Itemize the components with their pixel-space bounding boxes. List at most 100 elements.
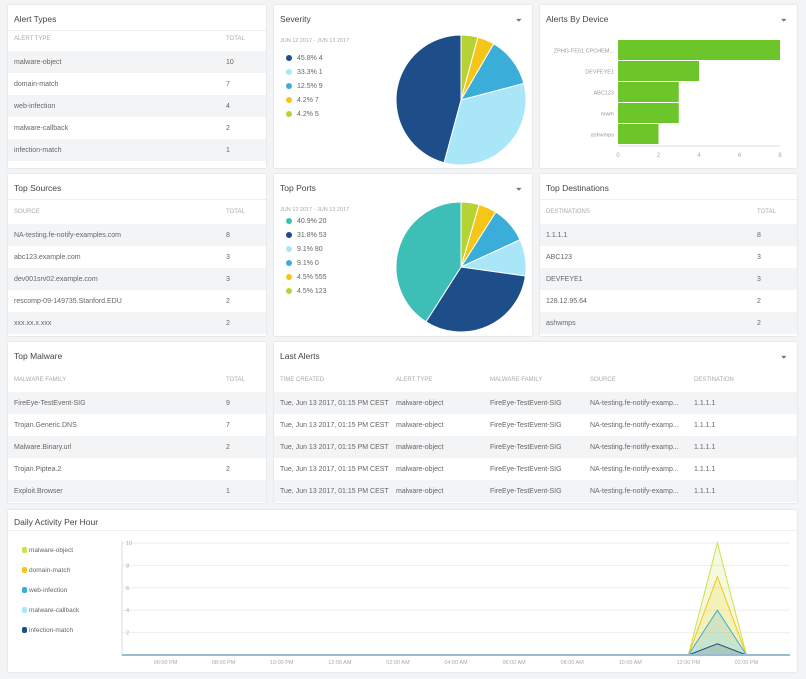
table-row[interactable]: abc123.example.com 3 — [8, 246, 266, 268]
table-cell: FireEye-TestEvent-SIG — [490, 421, 562, 429]
table-row[interactable]: Trojan.Piptea.2 2 — [8, 458, 266, 480]
legend-item[interactable]: 4.2% 5 — [286, 107, 323, 121]
legend-item[interactable]: 9.1% 80 — [286, 242, 327, 256]
pie-slice[interactable] — [395, 34, 462, 164]
legend-item[interactable]: 12.5% 9 — [286, 79, 323, 93]
table-row[interactable]: Tue, Jun 13 2017, 01:15 PM CEST malware-o… — [274, 392, 797, 414]
table-cell: 3 — [757, 275, 761, 283]
bar-label: mwm — [601, 112, 615, 118]
table-row[interactable]: malware-callback 2 — [8, 117, 266, 139]
bar[interactable] — [618, 61, 699, 81]
panel-title: Alerts By Device — [546, 14, 609, 24]
bar[interactable] — [618, 82, 679, 102]
table-row[interactable]: infection-match 1 — [8, 139, 266, 161]
table-row[interactable]: dev001srv02.example.com 3 — [8, 268, 266, 290]
column-header[interactable]: Malware Family — [14, 377, 67, 383]
table-cell: 128.12.95.64 — [546, 297, 587, 305]
table-cell: 8 — [757, 231, 761, 239]
table-row[interactable]: Tue, Jun 13 2017, 01:15 PM CEST malware-o… — [274, 436, 797, 458]
table-cell: ashwmps — [546, 319, 576, 327]
table-cell: NA-testing.fe-notify-examp... — [590, 465, 679, 473]
series-area — [122, 543, 790, 655]
column-header[interactable]: Destination — [694, 377, 734, 383]
column-header[interactable]: Malware Family — [490, 377, 543, 383]
legend-item[interactable]: 9.1% 0 — [286, 256, 327, 270]
table-cell: xxx.xx.x.xxx — [14, 319, 52, 327]
legend-item[interactable]: malware-object — [22, 540, 79, 560]
bar[interactable] — [618, 40, 780, 60]
legend-item[interactable]: infection-match — [22, 620, 79, 640]
table-cell: 8 — [226, 231, 230, 239]
table-cell: NA-testing.fe-notify-examp... — [590, 399, 679, 407]
legend-dot-icon — [286, 69, 292, 75]
table-row[interactable]: 1.1.1.1 8 — [540, 224, 797, 246]
table-row[interactable]: Tue, Jun 13 2017, 01:15 PM CEST malware-o… — [274, 480, 797, 502]
y-tick-label: 4 — [126, 608, 129, 614]
table-cell: dev001srv02.example.com — [14, 275, 98, 283]
column-header[interactable]: Total — [226, 377, 245, 383]
table-cell: malware-object — [396, 443, 444, 451]
legend-dot-icon — [286, 246, 292, 252]
table-cell: web-infection — [14, 102, 56, 110]
table-row[interactable]: Exploit.Browser 1 — [8, 480, 266, 502]
legend-item[interactable]: domain-match — [22, 560, 79, 580]
filter-icon[interactable]: ⏷ — [515, 16, 522, 25]
filter-icon[interactable]: ⏷ — [515, 185, 522, 194]
legend-item[interactable]: 31.8% 53 — [286, 228, 327, 242]
table-row[interactable]: 128.12.95.64 2 — [540, 290, 797, 312]
legend-item[interactable]: 4.5% 123 — [286, 284, 327, 298]
bar[interactable] — [618, 124, 659, 144]
legend-item[interactable]: 4.2% 7 — [286, 93, 323, 107]
table-row[interactable]: Malware.Binary.url 2 — [8, 436, 266, 458]
column-header[interactable]: Alert Type — [14, 36, 51, 42]
pie-slice[interactable] — [395, 201, 462, 323]
table-row[interactable]: Trojan.Generic.DNS 7 — [8, 414, 266, 436]
table-row[interactable]: xxx.xx.x.xxx 2 — [8, 312, 266, 334]
column-header[interactable]: Time Created — [280, 377, 325, 383]
legend-item[interactable]: 33.3% 1 — [286, 65, 323, 79]
legend-dot-icon — [286, 97, 292, 103]
legend-item[interactable]: web-infection — [22, 580, 79, 600]
legend-item[interactable]: 40.9% 20 — [286, 214, 327, 228]
column-header[interactable]: Total — [226, 36, 245, 42]
x-tick-label: 04:00 AM — [444, 660, 468, 666]
legend-dot-icon — [22, 627, 27, 633]
table-cell: 1.1.1.1 — [694, 465, 716, 473]
table-row[interactable]: rescomp-09-149735.Stanford.EDU 2 — [8, 290, 266, 312]
table-row[interactable]: ABC123 3 — [540, 246, 797, 268]
pie-slice[interactable] — [443, 82, 527, 166]
table-row[interactable]: domain-match 7 — [8, 73, 266, 95]
legend-dot-icon — [22, 547, 27, 553]
legend-item[interactable]: 45.8% 4 — [286, 51, 323, 65]
table-row[interactable]: Tue, Jun 13 2017, 01:15 PM CEST malware-o… — [274, 458, 797, 480]
column-header[interactable]: Total — [226, 209, 245, 215]
bar[interactable] — [618, 103, 679, 123]
legend-label: 40.9% 20 — [297, 217, 327, 225]
table-cell: 1.1.1.1 — [694, 399, 716, 407]
legend-item[interactable]: 4.5% 555 — [286, 270, 327, 284]
table-row[interactable]: NA-testing.fe-notify-examples.com 8 — [8, 224, 266, 246]
table-row[interactable]: web-infection 4 — [8, 95, 266, 117]
column-header[interactable]: Total — [757, 209, 776, 215]
legend-dot-icon — [286, 232, 292, 238]
table-cell: 3 — [757, 253, 761, 261]
series-line[interactable] — [122, 575, 790, 656]
table-row[interactable]: DEVFEYE1 3 — [540, 268, 797, 290]
column-header[interactable]: Source — [14, 209, 40, 215]
series-line[interactable] — [122, 541, 790, 656]
table-cell: 9 — [226, 399, 230, 407]
legend-item[interactable]: malware-callback — [22, 600, 79, 620]
column-header[interactable]: Source — [590, 377, 616, 383]
table-cell: Trojan.Piptea.2 — [14, 465, 62, 473]
series-area — [122, 610, 790, 655]
table-row[interactable]: ashwmps 2 — [540, 312, 797, 334]
table-row[interactable]: FireEye-TestEvent-SIG 9 — [8, 392, 266, 414]
column-header[interactable]: Alert Type — [396, 377, 433, 383]
legend-dot-icon — [22, 567, 27, 573]
filter-icon[interactable]: ⏷ — [780, 16, 787, 25]
table-row[interactable]: malware-object 10 — [8, 51, 266, 73]
filter-icon[interactable]: ⏷ — [780, 353, 787, 362]
daily-activity-area-chart: 2 4 6 8 10 06:00 PM 08:00 PM 10:00 PM 12:00 AM 02… — [121, 541, 790, 666]
column-header[interactable]: Destinations — [546, 209, 590, 215]
table-row[interactable]: Tue, Jun 13 2017, 01:15 PM CEST malware-o… — [274, 414, 797, 436]
